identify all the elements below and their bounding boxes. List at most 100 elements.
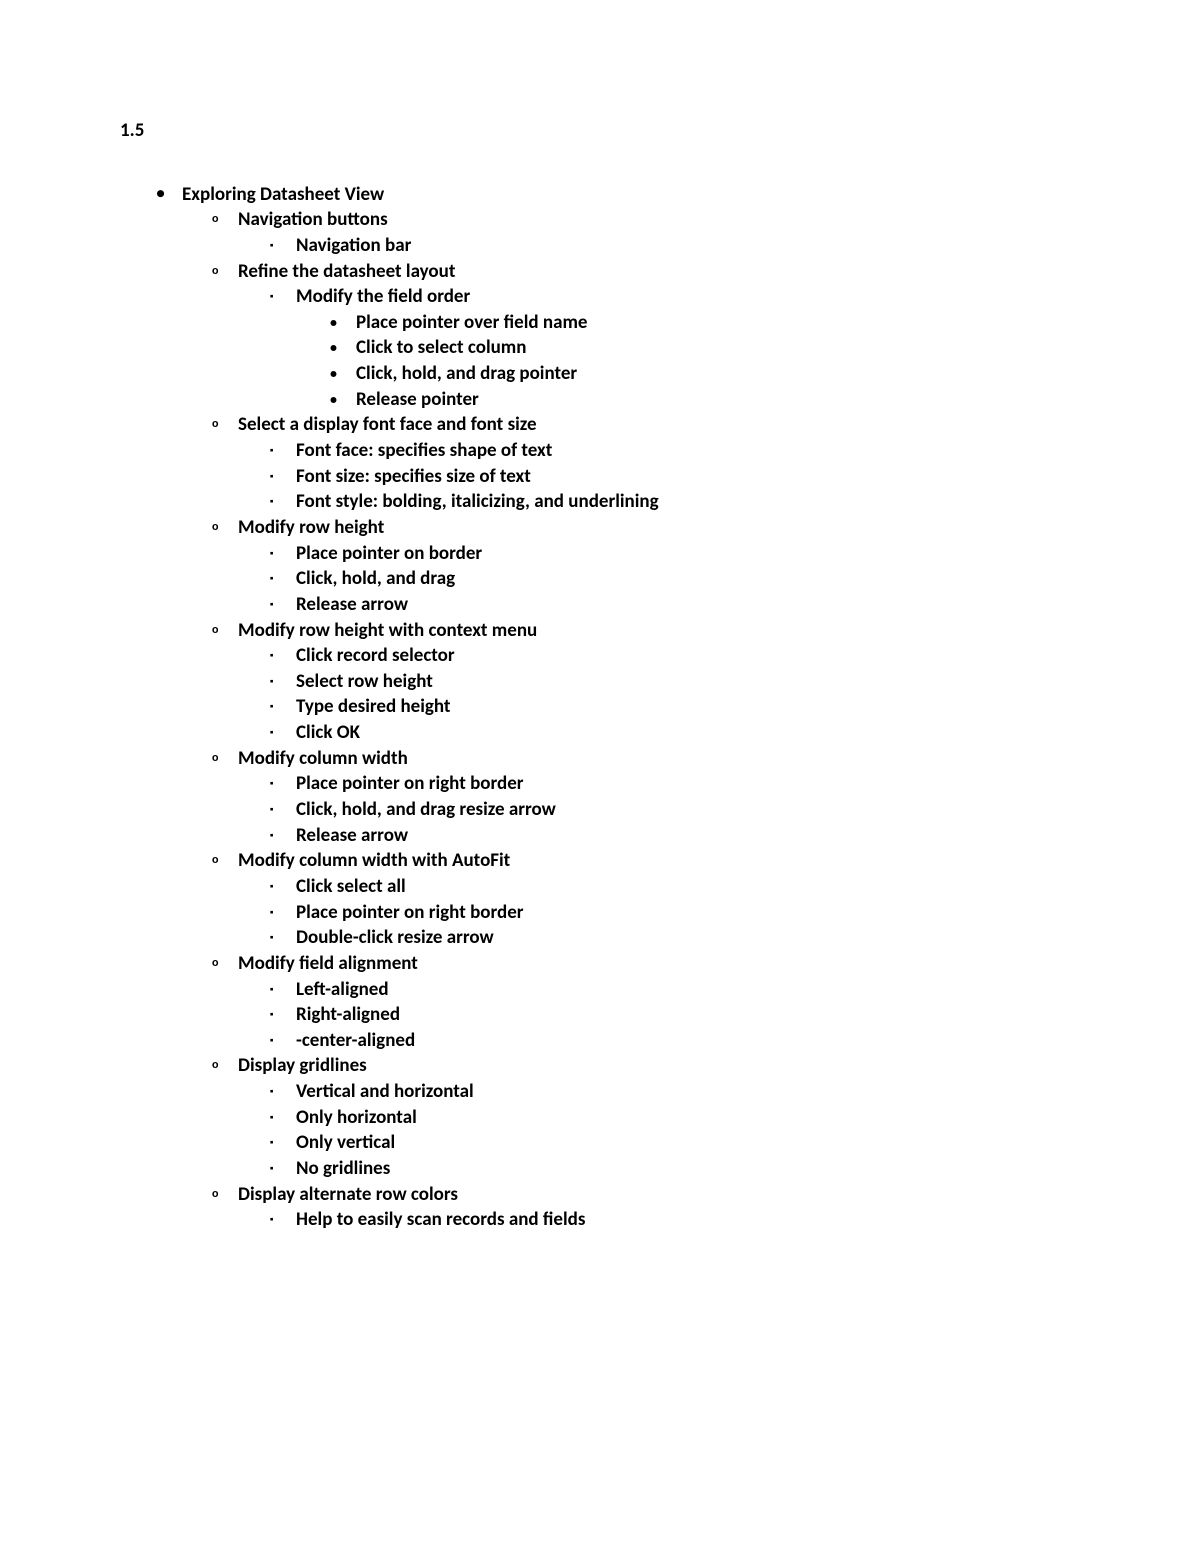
list-item: •Click to select column bbox=[330, 335, 1080, 361]
bullet-square-icon: ▪ bbox=[270, 977, 296, 1002]
list-item: oModify row height with context menu bbox=[212, 618, 1080, 644]
list-item: ▪Place pointer on right border bbox=[270, 900, 1080, 926]
bullet-square-icon: ▪ bbox=[270, 771, 296, 796]
list-item: oDisplay gridlines bbox=[212, 1053, 1080, 1079]
list-item: ▪Place pointer on border bbox=[270, 541, 1080, 567]
list-item: ▪Only vertical bbox=[270, 1130, 1080, 1156]
list-item-text: Refine the datasheet layout bbox=[238, 259, 1080, 285]
bullet-square-icon: ▪ bbox=[270, 438, 296, 463]
list-item-text: Double-click resize arrow bbox=[296, 925, 1080, 951]
list-item-text: Click, hold, and drag pointer bbox=[356, 361, 1080, 387]
list-item: oDisplay alternate row colors bbox=[212, 1182, 1080, 1208]
list-item-text: Display gridlines bbox=[238, 1053, 1080, 1079]
bullet-square-icon: ▪ bbox=[270, 284, 296, 309]
bullet-circle-icon: o bbox=[212, 207, 238, 232]
list-item-text: Place pointer on right border bbox=[296, 900, 1080, 926]
bullet-dot-icon: • bbox=[330, 335, 356, 360]
bullet-square-icon: ▪ bbox=[270, 900, 296, 925]
list-item: oModify field alignment bbox=[212, 951, 1080, 977]
document-page: 1.5 ●Exploring Datasheet ViewoNavigation… bbox=[0, 0, 1200, 1233]
list-item: •Place pointer over field name bbox=[330, 310, 1080, 336]
bullet-square-icon: ▪ bbox=[270, 592, 296, 617]
bullet-square-icon: ▪ bbox=[270, 1105, 296, 1130]
list-item-text: Click, hold, and drag bbox=[296, 566, 1080, 592]
list-item: ▪Click, hold, and drag resize arrow bbox=[270, 797, 1080, 823]
list-item-text: Click record selector bbox=[296, 643, 1080, 669]
bullet-square-icon: ▪ bbox=[270, 1079, 296, 1104]
list-item-text: Place pointer on right border bbox=[296, 771, 1080, 797]
list-item: ▪Double-click resize arrow bbox=[270, 925, 1080, 951]
bullet-square-icon: ▪ bbox=[270, 694, 296, 719]
list-item-text: Modify field alignment bbox=[238, 951, 1080, 977]
bullet-square-icon: ▪ bbox=[270, 720, 296, 745]
list-item-text: Font size: specifies size of text bbox=[296, 464, 1080, 490]
list-item-text: Release arrow bbox=[296, 592, 1080, 618]
list-item: ▪Only horizontal bbox=[270, 1105, 1080, 1131]
list-item-text: Select a display font face and font size bbox=[238, 412, 1080, 438]
list-item-text: Modify row height bbox=[238, 515, 1080, 541]
bullet-circle-icon: o bbox=[212, 951, 238, 976]
list-item-text: Exploring Datasheet View bbox=[182, 182, 1080, 208]
bullet-square-icon: ▪ bbox=[270, 489, 296, 514]
list-item: oRefine the datasheet layout bbox=[212, 259, 1080, 285]
list-item-text: Place pointer on border bbox=[296, 541, 1080, 567]
list-item-text: Modify column width with AutoFit bbox=[238, 848, 1080, 874]
list-item: oModify column width bbox=[212, 746, 1080, 772]
bullet-disc-icon: ● bbox=[156, 182, 182, 207]
list-item-text: Click select all bbox=[296, 874, 1080, 900]
list-item-text: Type desired height bbox=[296, 694, 1080, 720]
list-item-text: Click, hold, and drag resize arrow bbox=[296, 797, 1080, 823]
list-item-text: Release arrow bbox=[296, 823, 1080, 849]
list-item-text: Select row height bbox=[296, 669, 1080, 695]
list-item: ▪Type desired height bbox=[270, 694, 1080, 720]
list-item: ▪Font style: bolding, italicizing, and u… bbox=[270, 489, 1080, 515]
list-item: ▪Navigation bar bbox=[270, 233, 1080, 259]
bullet-square-icon: ▪ bbox=[270, 925, 296, 950]
bullet-square-icon: ▪ bbox=[270, 464, 296, 489]
outline: ●Exploring Datasheet ViewoNavigation but… bbox=[120, 182, 1080, 1233]
bullet-circle-icon: o bbox=[212, 618, 238, 643]
list-item: ▪Place pointer on right border bbox=[270, 771, 1080, 797]
list-item-text: Left-aligned bbox=[296, 977, 1080, 1003]
bullet-square-icon: ▪ bbox=[270, 1207, 296, 1232]
list-item: ▪Click select all bbox=[270, 874, 1080, 900]
list-item-text: Display alternate row colors bbox=[238, 1182, 1080, 1208]
list-item-text: Click to select column bbox=[356, 335, 1080, 361]
list-item: ▪Select row height bbox=[270, 669, 1080, 695]
bullet-square-icon: ▪ bbox=[270, 566, 296, 591]
list-item: ▪Release arrow bbox=[270, 823, 1080, 849]
list-item: ▪Right-aligned bbox=[270, 1002, 1080, 1028]
bullet-square-icon: ▪ bbox=[270, 643, 296, 668]
list-item: •Click, hold, and drag pointer bbox=[330, 361, 1080, 387]
list-item: ●Exploring Datasheet View bbox=[156, 182, 1080, 208]
list-item: ▪Font face: specifies shape of text bbox=[270, 438, 1080, 464]
bullet-dot-icon: • bbox=[330, 361, 356, 386]
bullet-square-icon: ▪ bbox=[270, 823, 296, 848]
bullet-square-icon: ▪ bbox=[270, 797, 296, 822]
bullet-circle-icon: o bbox=[212, 1053, 238, 1078]
list-item: oModify row height bbox=[212, 515, 1080, 541]
bullet-dot-icon: • bbox=[330, 310, 356, 335]
list-item-text: Navigation buttons bbox=[238, 207, 1080, 233]
list-item-text: Vertical and horizontal bbox=[296, 1079, 1080, 1105]
list-item: ▪Vertical and horizontal bbox=[270, 1079, 1080, 1105]
list-item-text: Modify row height with context menu bbox=[238, 618, 1080, 644]
list-item-text: Font style: bolding, italicizing, and un… bbox=[296, 489, 1080, 515]
list-item: oSelect a display font face and font siz… bbox=[212, 412, 1080, 438]
bullet-square-icon: ▪ bbox=[270, 874, 296, 899]
bullet-square-icon: ▪ bbox=[270, 1156, 296, 1181]
list-item: ▪Modify the field order bbox=[270, 284, 1080, 310]
list-item: ▪No gridlines bbox=[270, 1156, 1080, 1182]
list-item: oNavigation buttons bbox=[212, 207, 1080, 233]
page-heading: 1.5 bbox=[120, 118, 1080, 144]
bullet-circle-icon: o bbox=[212, 259, 238, 284]
list-item-text: No gridlines bbox=[296, 1156, 1080, 1182]
list-item: ▪Release arrow bbox=[270, 592, 1080, 618]
list-item: ▪Help to easily scan records and fields bbox=[270, 1207, 1080, 1233]
bullet-square-icon: ▪ bbox=[270, 233, 296, 258]
list-item: ▪Click OK bbox=[270, 720, 1080, 746]
bullet-circle-icon: o bbox=[212, 746, 238, 771]
bullet-circle-icon: o bbox=[212, 848, 238, 873]
list-item-text: Place pointer over field name bbox=[356, 310, 1080, 336]
bullet-square-icon: ▪ bbox=[270, 1028, 296, 1053]
